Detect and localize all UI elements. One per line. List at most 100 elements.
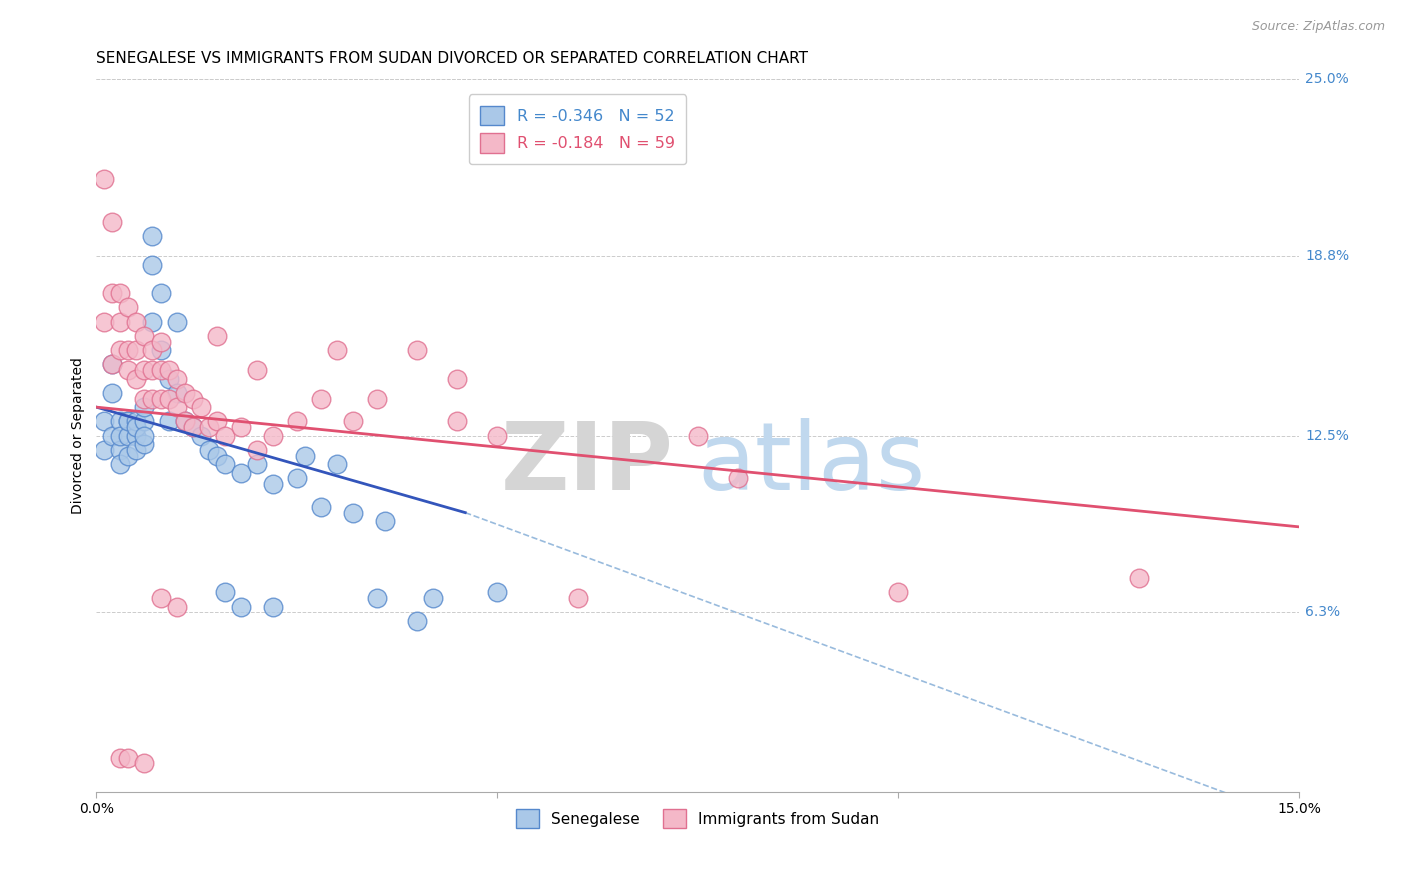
- Point: [149, 591, 172, 606]
- Point: [166, 385, 188, 400]
- Point: [125, 414, 148, 428]
- Point: [134, 392, 156, 406]
- Point: [101, 358, 124, 372]
- Point: [366, 392, 388, 406]
- Point: [134, 756, 156, 771]
- Point: [134, 437, 156, 451]
- Text: 18.8%: 18.8%: [1305, 249, 1350, 263]
- Point: [181, 392, 204, 406]
- Point: [117, 428, 139, 442]
- Point: [134, 329, 156, 343]
- Point: [125, 428, 148, 442]
- Point: [101, 358, 124, 372]
- Point: [285, 471, 308, 485]
- Point: [141, 392, 163, 406]
- Point: [149, 343, 172, 358]
- Text: 25.0%: 25.0%: [1305, 72, 1348, 87]
- Point: [93, 315, 115, 329]
- Text: SENEGALESE VS IMMIGRANTS FROM SUDAN DIVORCED OR SEPARATED CORRELATION CHART: SENEGALESE VS IMMIGRANTS FROM SUDAN DIVO…: [97, 51, 808, 66]
- Point: [205, 414, 228, 428]
- Point: [117, 363, 139, 377]
- Point: [166, 599, 188, 614]
- Point: [326, 343, 349, 358]
- Point: [181, 420, 204, 434]
- Point: [887, 585, 910, 599]
- Point: [110, 286, 132, 301]
- Point: [110, 457, 132, 471]
- Point: [173, 414, 195, 428]
- Point: [205, 329, 228, 343]
- Point: [205, 449, 228, 463]
- Point: [141, 315, 163, 329]
- Point: [125, 420, 148, 434]
- Point: [246, 442, 269, 457]
- Point: [686, 428, 709, 442]
- Point: [93, 442, 115, 457]
- Point: [134, 400, 156, 414]
- Point: [262, 428, 284, 442]
- Text: 12.5%: 12.5%: [1305, 429, 1350, 442]
- Text: atlas: atlas: [697, 418, 927, 510]
- Point: [246, 457, 269, 471]
- Point: [125, 442, 148, 457]
- Point: [406, 343, 429, 358]
- Point: [190, 400, 212, 414]
- Point: [446, 371, 468, 385]
- Point: [406, 614, 429, 628]
- Point: [93, 172, 115, 186]
- Point: [214, 585, 236, 599]
- Point: [149, 286, 172, 301]
- Point: [149, 334, 172, 349]
- Point: [285, 414, 308, 428]
- Point: [166, 315, 188, 329]
- Point: [567, 591, 589, 606]
- Point: [149, 363, 172, 377]
- Point: [173, 414, 195, 428]
- Point: [262, 477, 284, 491]
- Point: [157, 392, 180, 406]
- Point: [101, 428, 124, 442]
- Point: [294, 449, 316, 463]
- Text: 6.3%: 6.3%: [1305, 606, 1340, 619]
- Point: [190, 428, 212, 442]
- Y-axis label: Divorced or Separated: Divorced or Separated: [72, 357, 86, 514]
- Point: [125, 371, 148, 385]
- Point: [229, 599, 252, 614]
- Point: [101, 215, 124, 229]
- Point: [197, 420, 219, 434]
- Point: [93, 414, 115, 428]
- Point: [117, 751, 139, 765]
- Point: [309, 500, 332, 514]
- Point: [110, 315, 132, 329]
- Point: [157, 363, 180, 377]
- Point: [134, 414, 156, 428]
- Point: [149, 392, 172, 406]
- Point: [342, 506, 364, 520]
- Point: [157, 414, 180, 428]
- Point: [246, 363, 269, 377]
- Point: [117, 301, 139, 315]
- Text: Source: ZipAtlas.com: Source: ZipAtlas.com: [1251, 20, 1385, 33]
- Point: [110, 414, 132, 428]
- Point: [134, 428, 156, 442]
- Point: [134, 363, 156, 377]
- Point: [374, 514, 396, 528]
- Point: [141, 363, 163, 377]
- Point: [486, 585, 509, 599]
- Point: [486, 428, 509, 442]
- Point: [446, 414, 468, 428]
- Point: [262, 599, 284, 614]
- Point: [166, 371, 188, 385]
- Point: [214, 457, 236, 471]
- Point: [181, 420, 204, 434]
- Point: [157, 371, 180, 385]
- Point: [342, 414, 364, 428]
- Point: [229, 466, 252, 480]
- Point: [117, 414, 139, 428]
- Point: [422, 591, 444, 606]
- Text: ZIP: ZIP: [501, 418, 673, 510]
- Point: [366, 591, 388, 606]
- Point: [110, 343, 132, 358]
- Point: [117, 343, 139, 358]
- Point: [229, 420, 252, 434]
